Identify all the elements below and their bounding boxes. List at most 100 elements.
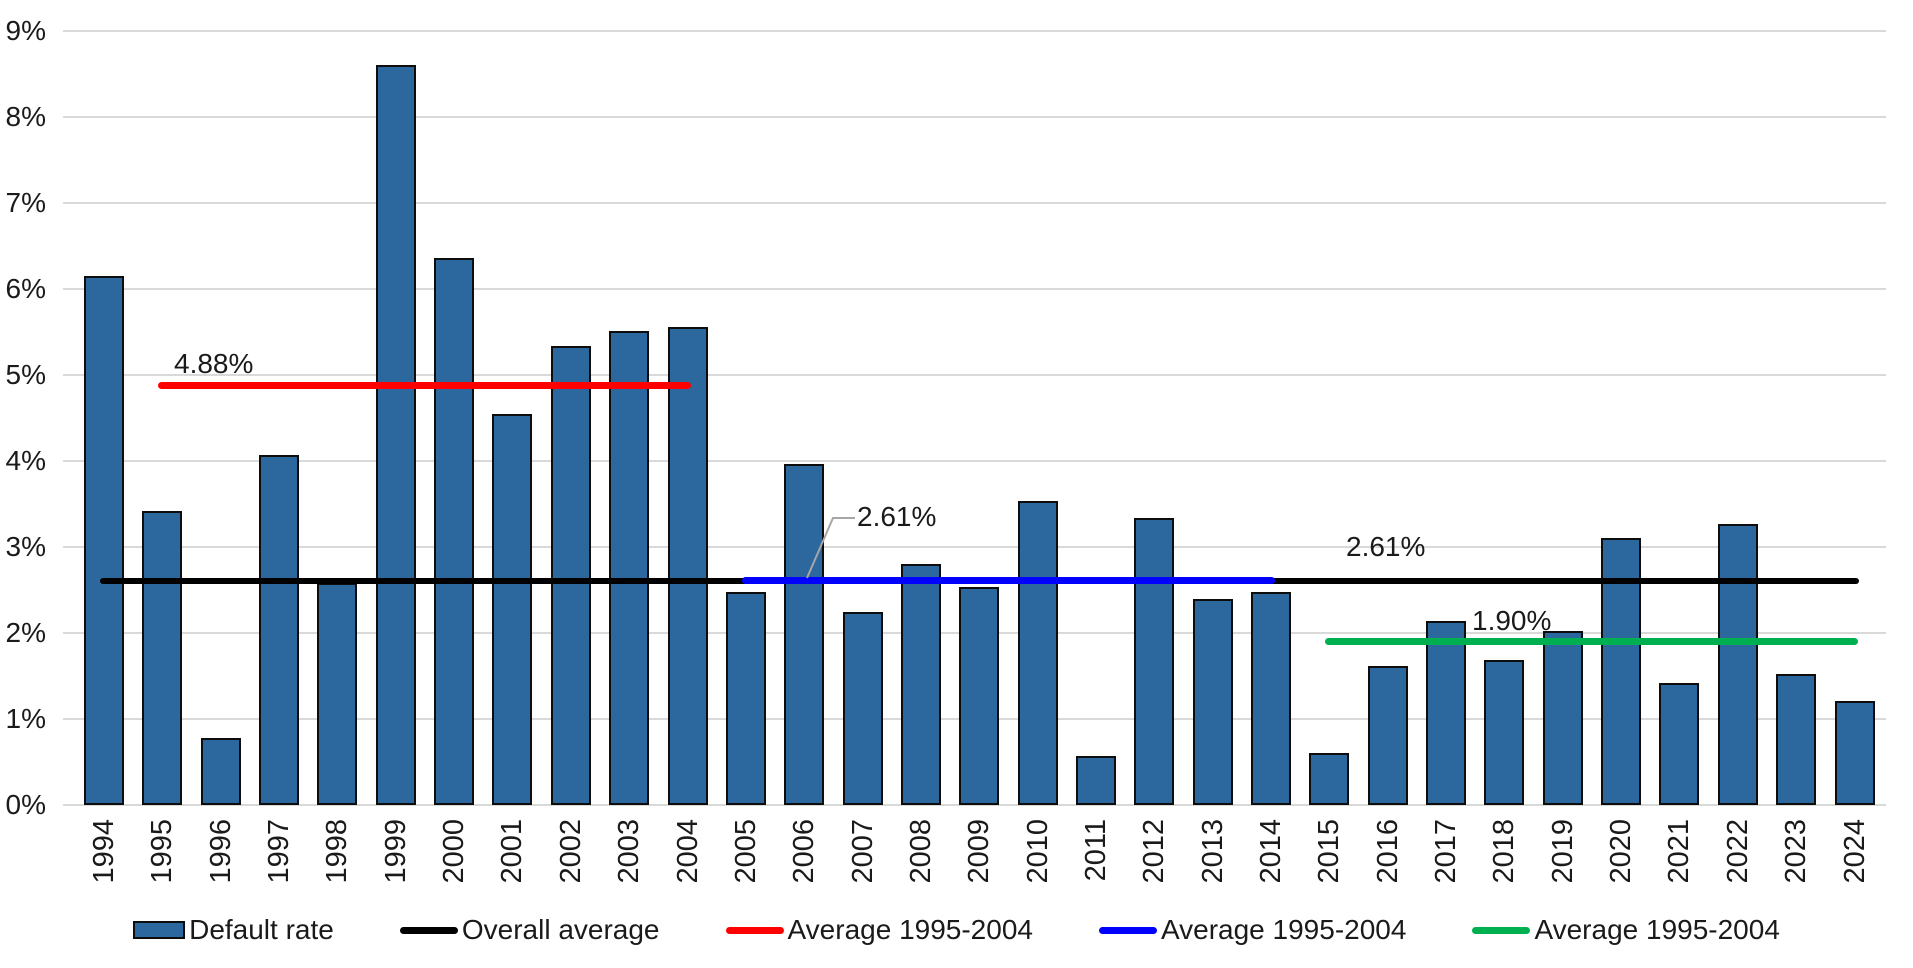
y-tick-6%: 6% <box>5 273 46 304</box>
x-tick-1997: 1997 <box>263 819 296 884</box>
gridline-6% <box>63 288 1886 290</box>
x-tick-2003: 2003 <box>613 819 646 884</box>
bar-2002 <box>550 345 591 805</box>
bar-2006 <box>784 464 825 805</box>
x-tick-2005: 2005 <box>729 819 762 884</box>
x-tick-1999: 1999 <box>379 819 412 884</box>
x-tick-2023: 2023 <box>1780 819 1813 884</box>
legend-label-average-1995-2004-red: Average 1995-2004 <box>787 914 1033 945</box>
x-tick-2008: 2008 <box>904 819 937 884</box>
bar-1997 <box>259 454 300 805</box>
bar-2017 <box>1426 620 1467 805</box>
legend-item-average-1995-2004-green: Average 1995-2004 <box>1472 914 1780 946</box>
legend-label-average-1995-2004-green: Average 1995-2004 <box>1534 914 1780 945</box>
x-tick-2018: 2018 <box>1488 819 1521 884</box>
bar-1999 <box>375 65 416 805</box>
bar-2015 <box>1309 752 1350 805</box>
legend-item-average-1995-2004-blue: Average 1995-2004 <box>1098 914 1407 946</box>
y-tick-1%: 1% <box>5 703 46 734</box>
legend: Default rate Overall average Average 1995-… <box>0 914 1913 946</box>
gridline-3% <box>63 546 1886 548</box>
x-tick-2001: 2001 <box>496 819 529 884</box>
line-average-red <box>158 381 692 389</box>
y-tick-9%: 9% <box>5 15 46 46</box>
bar-1996 <box>200 737 241 805</box>
x-tick-2002: 2002 <box>554 819 587 884</box>
bar-2016 <box>1367 665 1408 805</box>
bar-2023 <box>1776 674 1817 805</box>
y-tick-4%: 4% <box>5 445 46 476</box>
y-tick-0%: 0% <box>5 789 46 820</box>
legend-label-default-rate: Default rate <box>189 914 334 945</box>
x-tick-1996: 1996 <box>204 819 237 884</box>
legend-item-default-rate: Default rate <box>133 914 334 946</box>
x-tick-2009: 2009 <box>963 819 996 884</box>
x-tick-2015: 2015 <box>1313 819 1346 884</box>
x-tick-2016: 2016 <box>1371 819 1404 884</box>
gridline-9% <box>63 30 1886 32</box>
bar-2007 <box>842 611 883 805</box>
bar-2008 <box>900 564 941 805</box>
bar-2022 <box>1717 523 1758 805</box>
x-tick-2014: 2014 <box>1255 819 1287 884</box>
x-tick-2000: 2000 <box>438 819 471 884</box>
line-average-green <box>1325 638 1859 646</box>
bar-2000 <box>434 258 475 805</box>
bar-1994 <box>84 276 124 805</box>
y-tick-7%: 7% <box>5 187 46 218</box>
annotation-green-average-value: 1.90% <box>1472 605 1552 636</box>
bar-2012 <box>1134 517 1175 805</box>
bar-2010 <box>1017 501 1058 805</box>
gridline-5% <box>63 374 1886 376</box>
x-tick-2013: 2013 <box>1196 819 1229 884</box>
x-tick-2011: 2011 <box>1079 819 1112 882</box>
legend-swatch-average-1995-2004-blue <box>1098 926 1157 934</box>
line-average-blue <box>741 577 1275 585</box>
bar-2018 <box>1484 659 1525 805</box>
bar-1995 <box>142 510 183 805</box>
x-tick-2022: 2022 <box>1721 819 1754 884</box>
bar-2019 <box>1542 631 1583 805</box>
bar-2021 <box>1659 682 1700 805</box>
x-tick-2004: 2004 <box>671 819 704 884</box>
legend-swatch-average-1995-2004-green <box>1472 926 1531 934</box>
x-tick-2020: 2020 <box>1605 819 1638 884</box>
annotation-red-average-value: 4.88% <box>174 348 254 379</box>
annotation-overall-average-value: 2.61% <box>1346 531 1426 562</box>
bar-2024 <box>1834 700 1875 805</box>
x-tick-1994: 1994 <box>88 819 120 884</box>
gridline-0% <box>63 804 1886 806</box>
x-tick-1995: 1995 <box>146 819 179 884</box>
x-tick-2024: 2024 <box>1838 819 1871 884</box>
legend-item-average-1995-2004-red: Average 1995-2004 <box>725 914 1033 946</box>
legend-swatch-default-rate <box>133 921 186 939</box>
x-tick-2012: 2012 <box>1138 819 1171 884</box>
gridline-7% <box>63 202 1886 204</box>
bar-2009 <box>959 587 1000 805</box>
legend-label-overall-average: Overall average <box>461 914 660 945</box>
y-tick-5%: 5% <box>5 359 46 390</box>
x-tick-2006: 2006 <box>788 819 821 884</box>
bar-2005 <box>725 591 766 805</box>
bar-2013 <box>1192 599 1233 805</box>
annotation-blue-average-value: 2.61% <box>857 501 937 532</box>
bar-2004 <box>667 326 708 805</box>
gridline-4% <box>63 460 1886 462</box>
y-tick-3%: 3% <box>5 531 46 562</box>
x-tick-1998: 1998 <box>321 819 354 884</box>
x-tick-2010: 2010 <box>1021 819 1054 884</box>
legend-label-average-1995-2004-blue: Average 1995-2004 <box>1160 914 1407 945</box>
bar-1998 <box>317 583 358 805</box>
legend-swatch-overall-average <box>399 926 458 934</box>
x-tick-2019: 2019 <box>1546 819 1579 884</box>
bar-2014 <box>1251 591 1291 805</box>
bar-2001 <box>492 413 533 805</box>
bar-2011 <box>1075 755 1116 805</box>
x-tick-2017: 2017 <box>1430 819 1463 884</box>
x-tick-2021: 2021 <box>1663 819 1696 884</box>
legend-item-overall-average: Overall average <box>399 914 660 946</box>
y-tick-2%: 2% <box>5 617 46 648</box>
bar-2003 <box>609 331 650 805</box>
x-tick-2007: 2007 <box>846 819 879 884</box>
